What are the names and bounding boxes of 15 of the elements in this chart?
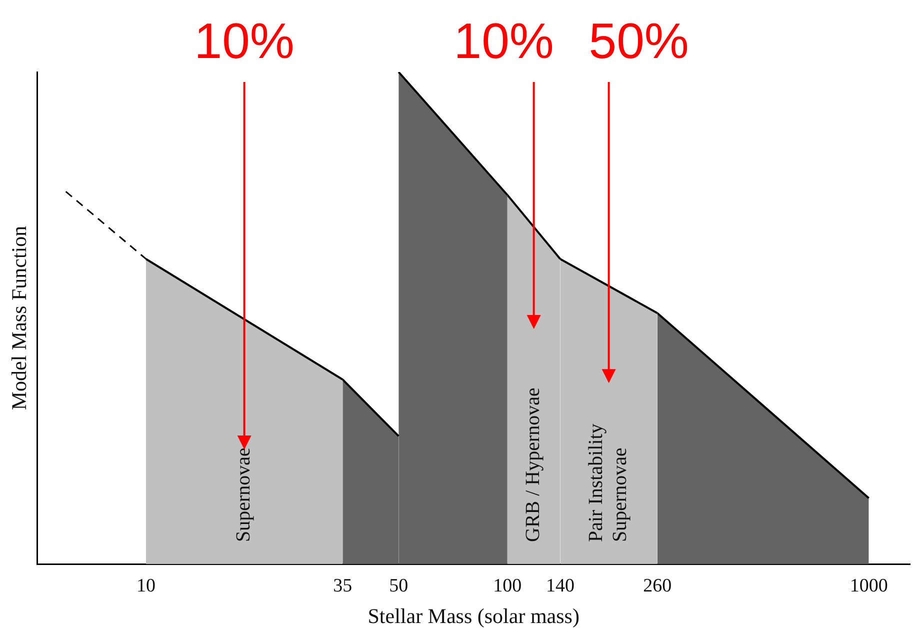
series-label: Supernovae <box>232 447 255 542</box>
series-label: GRB / Hypernovae <box>522 387 544 542</box>
x-tick-label: 1000 <box>850 575 888 596</box>
x-tick-label: 50 <box>389 575 408 596</box>
x-tick-label: 10 <box>136 575 156 596</box>
text: 50% <box>588 13 689 69</box>
y-axis-title: Model Mass Function <box>7 225 32 410</box>
text: 10% <box>194 13 294 69</box>
x-tick-label: 100 <box>493 575 522 596</box>
x-tick-label: 35 <box>333 575 352 596</box>
x-axis-title: Stellar Mass (solar mass) <box>368 604 580 628</box>
series-label: Pair Instability Supernovae <box>585 424 632 542</box>
x-tick-label: 140 <box>546 575 574 596</box>
text: 10% <box>454 13 554 69</box>
x-tick-label: 260 <box>643 575 672 596</box>
